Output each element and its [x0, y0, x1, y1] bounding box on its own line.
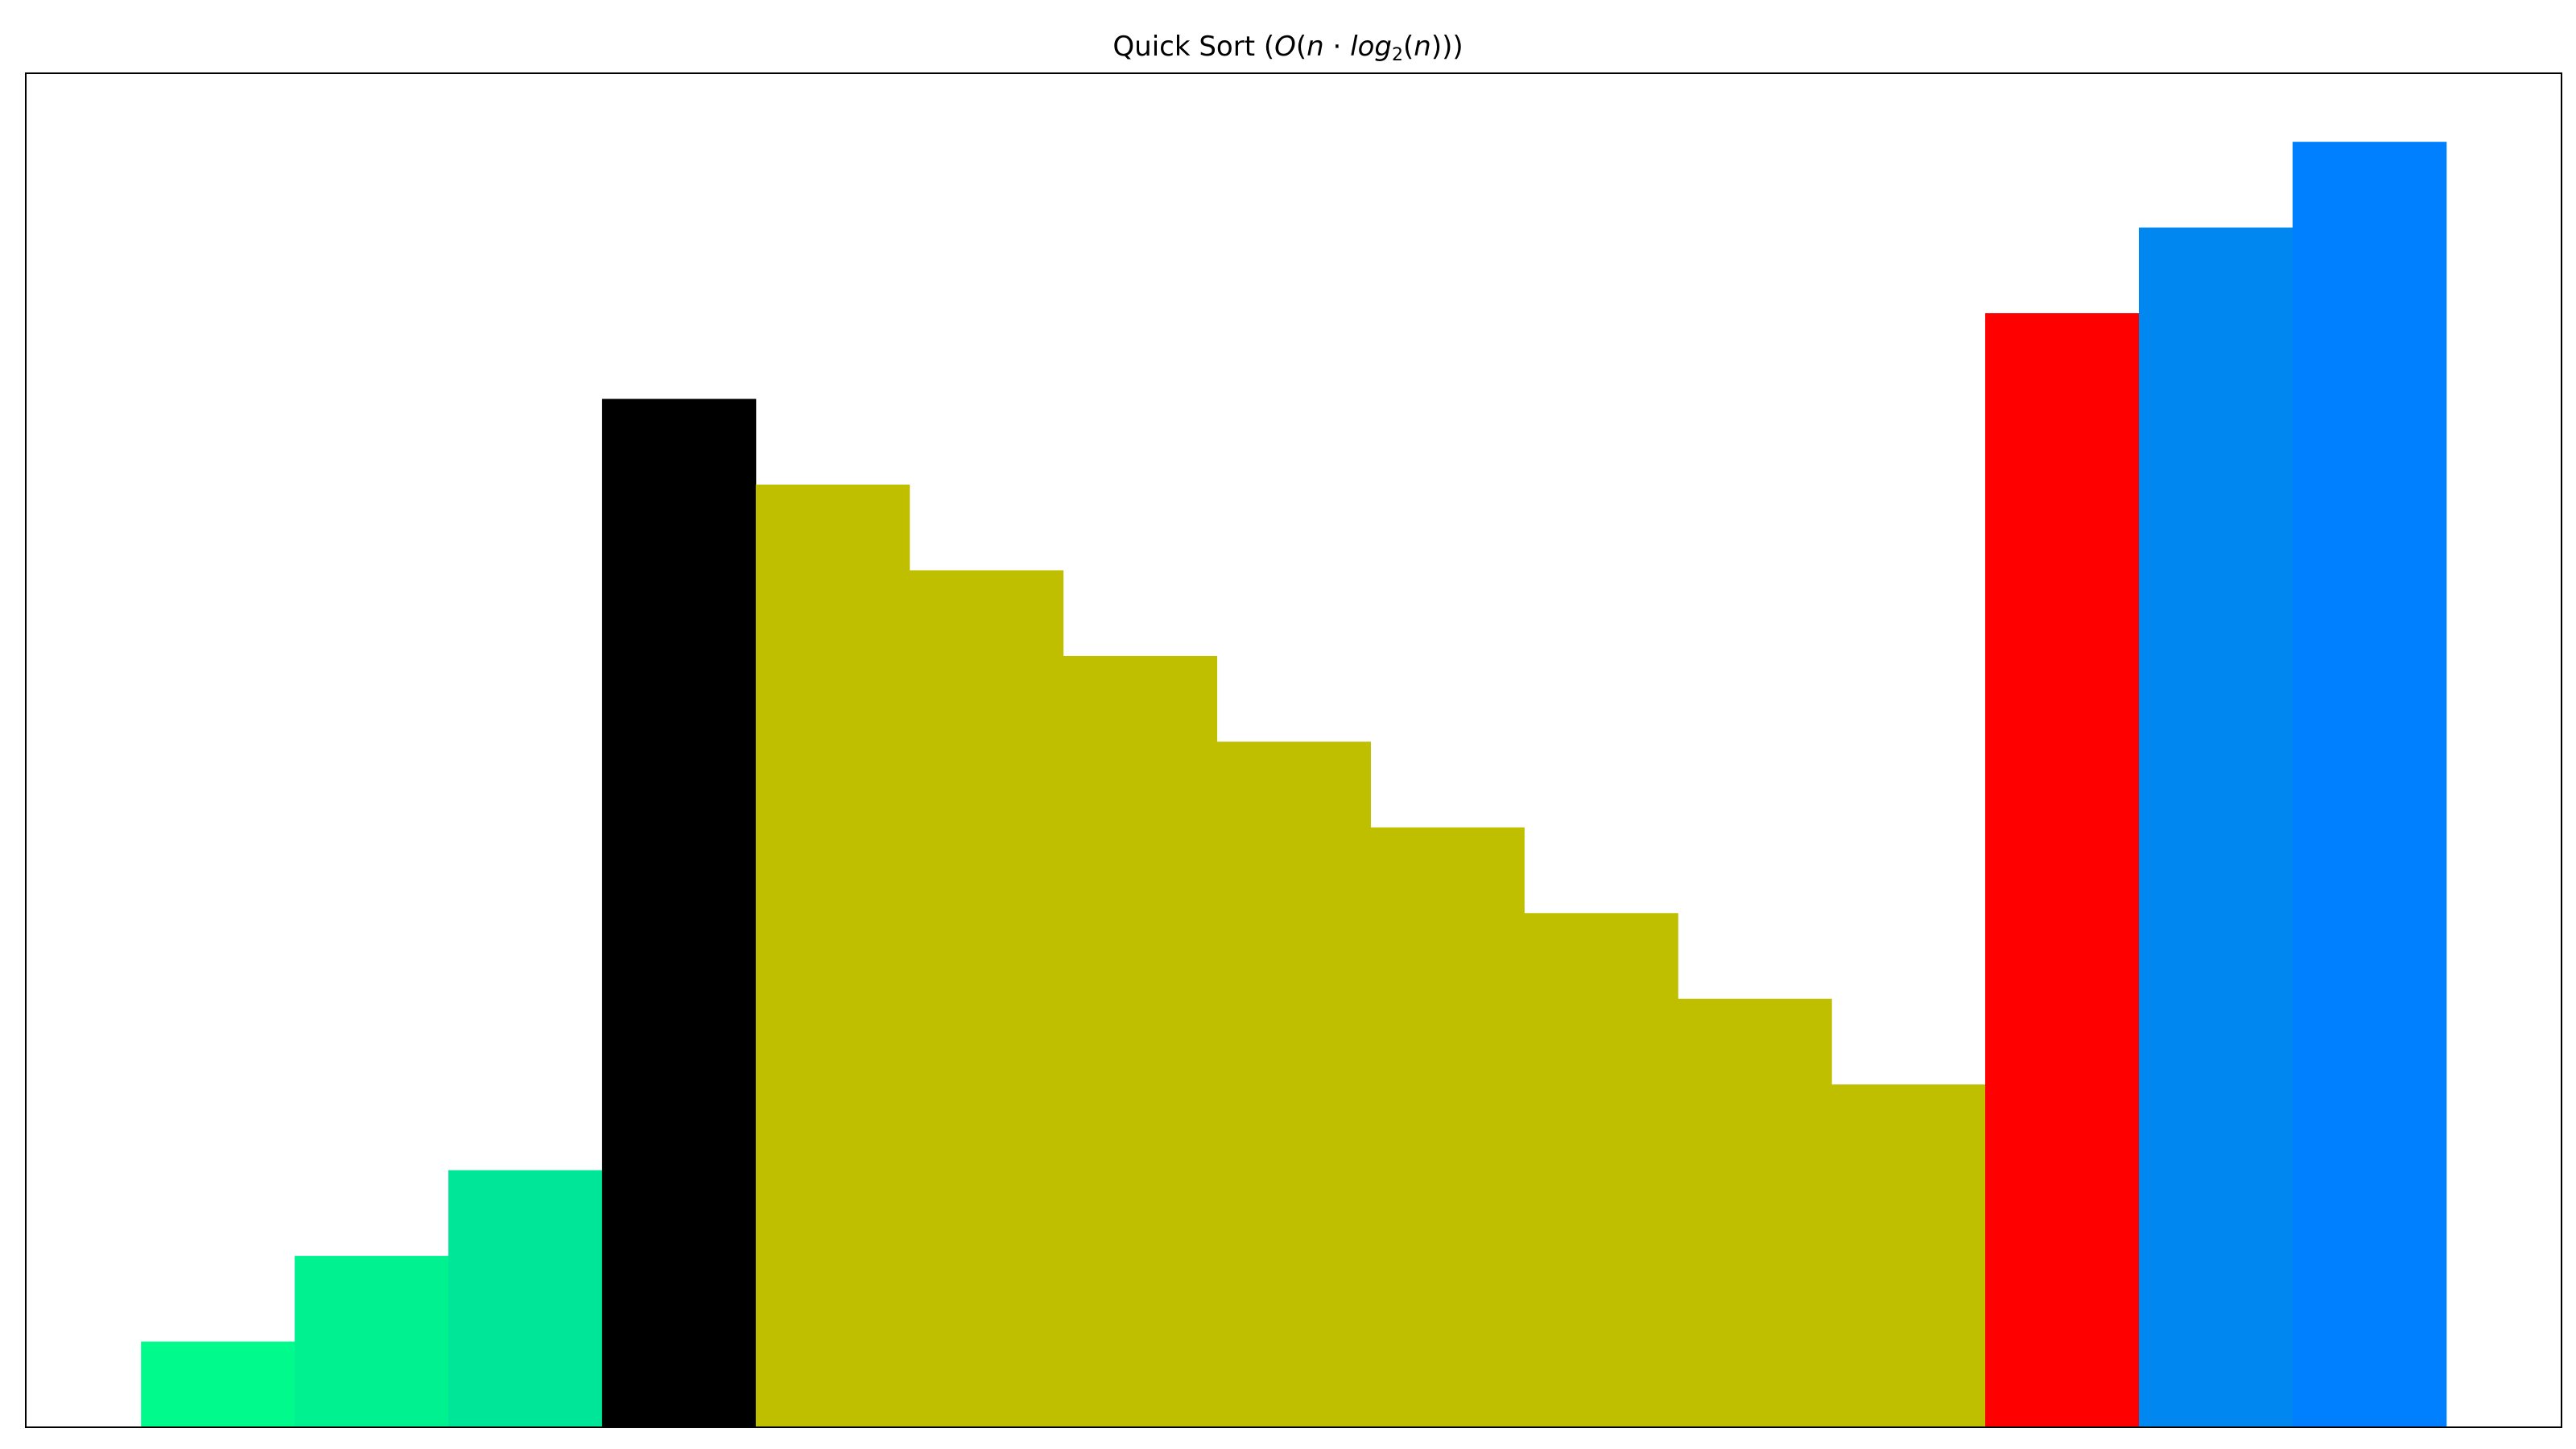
bar-14	[2139, 227, 2293, 1427]
bar-10	[1524, 913, 1678, 1427]
bar-2	[295, 1256, 449, 1427]
bar-4	[601, 398, 757, 1427]
bar-8	[1216, 741, 1371, 1427]
bar-3	[448, 1170, 603, 1427]
bar-13	[1985, 313, 2140, 1428]
bar-12	[1831, 1084, 1986, 1427]
chart-title: Quick Sort (O(n · log2(n)))	[0, 31, 2576, 65]
chart-title-complexity: (O(n · log2(n)))	[1263, 31, 1463, 65]
plot-frame	[25, 72, 2562, 1428]
bar-6	[909, 570, 1064, 1428]
bar-9	[1370, 827, 1525, 1427]
bar-15	[2292, 142, 2447, 1427]
bar-7	[1063, 655, 1218, 1427]
bar-11	[1678, 998, 1832, 1427]
bar-1	[141, 1341, 295, 1427]
chart-title-text: Quick Sort	[1113, 31, 1256, 63]
bars-layer	[141, 142, 2447, 1428]
bar-5	[755, 484, 910, 1427]
